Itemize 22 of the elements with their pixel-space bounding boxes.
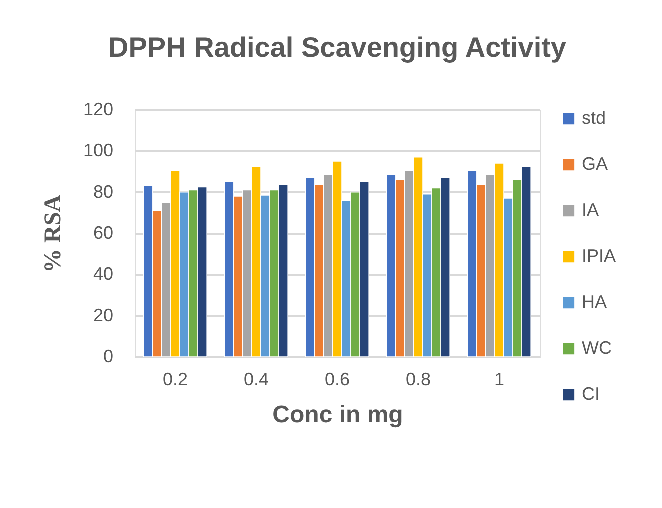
y-tick-label: 120 bbox=[83, 100, 114, 120]
x-tick-label: 0.8 bbox=[406, 370, 432, 390]
y-tick-label: 40 bbox=[93, 264, 114, 284]
y-tick-label: 60 bbox=[93, 223, 114, 243]
y-tick-label: 80 bbox=[93, 182, 114, 202]
chart-title: DPPH Radical Scavenging Activity bbox=[108, 32, 567, 63]
legend-label: HA bbox=[582, 292, 608, 312]
legend-label: IA bbox=[582, 200, 600, 220]
y-tick-label: 100 bbox=[83, 140, 114, 161]
x-tick-label: 1 bbox=[494, 370, 505, 390]
legend-label: IPIA bbox=[582, 246, 616, 266]
legend-label: std bbox=[582, 108, 606, 128]
legend-label: CI bbox=[582, 384, 600, 404]
y-tick-label: 20 bbox=[93, 305, 114, 326]
x-tick-label: 0.2 bbox=[162, 370, 188, 390]
legend-label: GA bbox=[582, 154, 608, 174]
x-tick-label: 0.6 bbox=[324, 370, 350, 390]
legend-label: WC bbox=[582, 338, 612, 358]
x-axis-title: Conc in mg bbox=[272, 402, 404, 428]
y-tick-label: 0 bbox=[103, 346, 114, 366]
y-axis-title: % RSA bbox=[40, 194, 66, 274]
x-tick-label: 0.4 bbox=[244, 370, 270, 390]
